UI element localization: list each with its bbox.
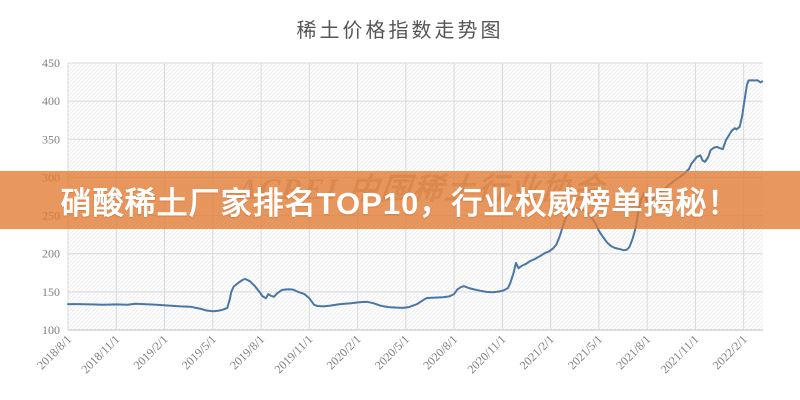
x-tick-label: 2018/11/1 xyxy=(78,332,122,376)
x-tick-label: 2019/11/1 xyxy=(271,332,315,376)
y-tick-label: 400 xyxy=(42,94,60,108)
x-tick-label: 2020/8/1 xyxy=(420,332,460,372)
x-tick-label: 2019/8/1 xyxy=(227,332,267,372)
x-tick-label: 2019/5/1 xyxy=(179,332,219,372)
price-index-line xyxy=(67,79,764,313)
y-tick-label: 100 xyxy=(42,323,60,337)
x-tick-label: 2021/5/1 xyxy=(565,332,605,372)
x-tick-label: 2018/8/1 xyxy=(34,332,74,372)
x-tick-label: 2020/11/1 xyxy=(464,332,508,376)
x-tick-label: 2021/2/1 xyxy=(517,332,557,372)
y-tick-label: 150 xyxy=(42,285,60,299)
x-tick-label: 2021/11/1 xyxy=(658,332,702,376)
x-tick-label: 2020/5/1 xyxy=(372,332,412,372)
x-tick-label: 2022/2/1 xyxy=(710,332,750,372)
headline-banner: 硝酸稀土厂家排名TOP10，行业权威榜单揭秘！ xyxy=(0,171,800,229)
page-title: 稀土价格指数走势图 xyxy=(296,20,504,42)
x-tick-label: 2019/2/1 xyxy=(131,332,171,372)
x-tick-label: 2020/2/1 xyxy=(324,332,364,372)
x-tick-label: 2021/8/1 xyxy=(613,332,653,372)
y-tick-label: 350 xyxy=(42,132,60,146)
headline-banner-text: 硝酸稀土厂家排名TOP10，行业权威榜单揭秘！ xyxy=(60,185,740,221)
y-tick-label: 200 xyxy=(42,247,60,261)
y-tick-label: 450 xyxy=(42,56,60,70)
